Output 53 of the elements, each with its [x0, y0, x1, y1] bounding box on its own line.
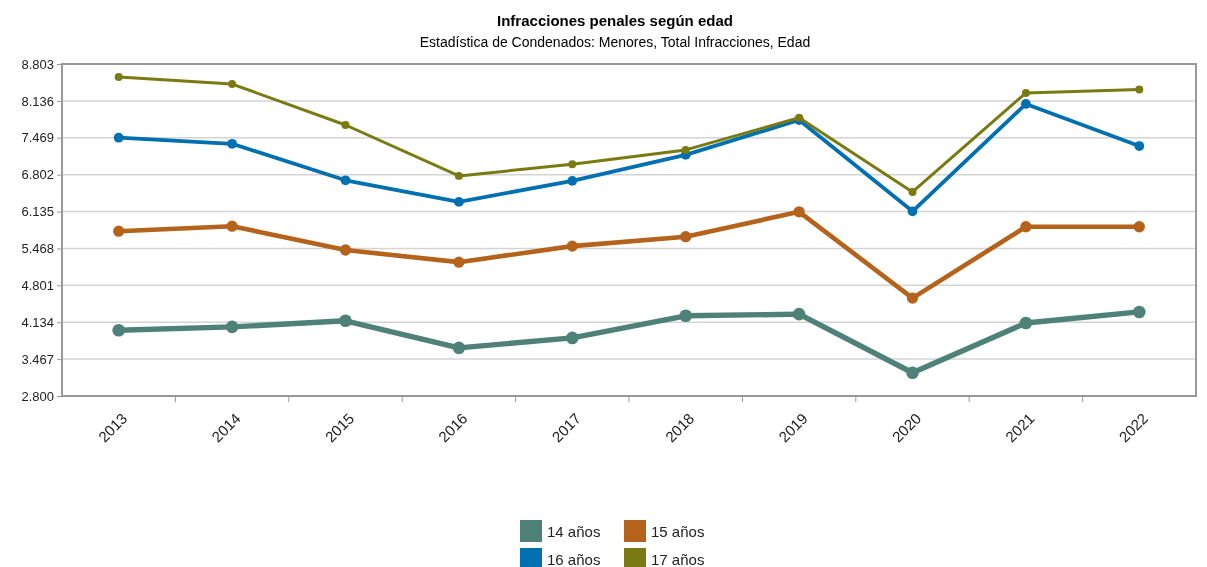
point — [906, 292, 919, 304]
y-tick-label: 2.800 — [21, 388, 54, 404]
point — [906, 366, 919, 380]
point — [339, 314, 352, 328]
point — [1021, 88, 1030, 97]
y-tick-label: 5.468 — [21, 241, 54, 257]
point — [227, 138, 237, 149]
y-tick-label: 4.801 — [21, 277, 54, 293]
point — [112, 323, 126, 337]
y-tick-label: 7.469 — [21, 130, 54, 146]
point — [1020, 221, 1032, 233]
y-tick-label: 6.802 — [21, 167, 54, 183]
y-tick-label: 6.135 — [21, 204, 54, 220]
point — [568, 160, 577, 169]
point — [340, 175, 351, 186]
point — [452, 341, 466, 355]
point — [565, 331, 579, 345]
point — [681, 145, 690, 154]
point — [1132, 305, 1146, 319]
point — [454, 171, 463, 180]
y-tick-label: 3.467 — [21, 351, 54, 367]
y-tick-label: 8.136 — [21, 93, 54, 109]
point — [1021, 99, 1031, 109]
point — [908, 187, 917, 196]
point — [226, 220, 238, 232]
chart-subtitle: Estadística de Condenados: Menores, Total Infracciones, Edad — [419, 34, 811, 50]
point — [113, 225, 125, 237]
legend-label: 16 años — [547, 551, 601, 567]
point — [1134, 141, 1145, 151]
point — [228, 80, 237, 89]
legend-label: 14 años — [547, 523, 601, 540]
point — [341, 121, 350, 129]
chart-title: Infracciones penales según edad — [497, 12, 733, 29]
point — [454, 197, 464, 207]
point — [680, 231, 692, 243]
point — [339, 244, 352, 256]
y-tick-label: 8.803 — [21, 56, 54, 72]
legend-label: 15 años — [651, 523, 705, 540]
point — [113, 132, 124, 143]
point — [225, 320, 239, 334]
point — [114, 72, 123, 81]
point — [679, 309, 693, 323]
point — [1019, 316, 1033, 330]
y-tick-label: 4.134 — [21, 314, 54, 330]
point — [1133, 221, 1145, 233]
point — [907, 206, 918, 217]
point — [566, 240, 578, 252]
legend-label: 17 años — [651, 551, 705, 567]
point — [793, 206, 805, 218]
point — [1135, 85, 1144, 94]
point — [453, 256, 465, 268]
point — [792, 307, 806, 321]
point — [567, 175, 578, 186]
